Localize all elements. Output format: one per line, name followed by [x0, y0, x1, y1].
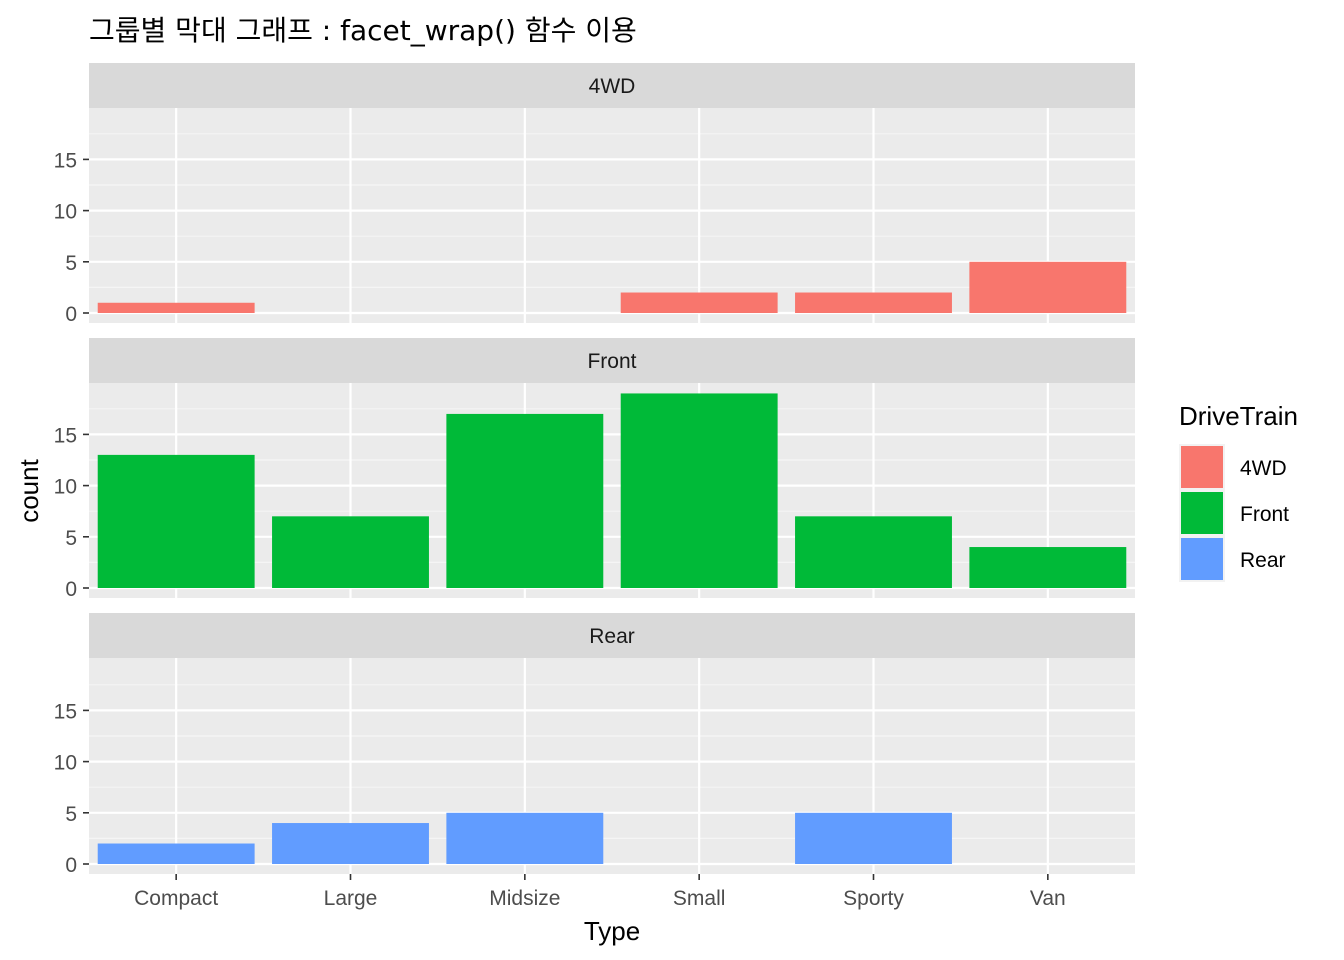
- x-axis-title: Type: [584, 916, 640, 946]
- bar-front-large: [272, 516, 429, 588]
- y-tick-label: 10: [54, 476, 77, 499]
- panel-background: [89, 658, 1135, 874]
- legend-label-front: Front: [1240, 503, 1289, 526]
- y-tick-label: 15: [54, 424, 77, 447]
- facet-panel-4wd: 4WD 0 5 10 15: [54, 63, 1135, 326]
- facet-strip: [89, 613, 1135, 658]
- y-tick-label: 0: [65, 854, 77, 877]
- y-tick-label: 10: [54, 752, 77, 775]
- y-tick-label: 0: [65, 578, 77, 601]
- bar-4wd-small: [620, 292, 778, 313]
- facet-panel-rear: Rear 0 5 10 15: [54, 613, 1135, 877]
- x-tick-label: Sporty: [843, 887, 904, 910]
- y-tick-label: 5: [65, 527, 77, 550]
- legend-key-rear: [1181, 538, 1223, 580]
- legend-key-4wd: [1181, 446, 1223, 488]
- facet-strip-label: Front: [587, 350, 636, 373]
- facet-strip-label: 4WD: [589, 75, 636, 98]
- bar-front-small: [620, 393, 778, 588]
- x-axis: Compact Large Midsize Small Sporty Van: [134, 874, 1066, 910]
- legend-label-rear: Rear: [1240, 549, 1286, 572]
- bar-rear-large: [272, 823, 429, 864]
- y-tick-label: 0: [65, 303, 77, 326]
- bar-rear-compact: [97, 843, 255, 864]
- legend-title: DriveTrain: [1179, 401, 1298, 431]
- y-tick-label: 10: [54, 201, 77, 224]
- y-tick-label: 15: [54, 149, 77, 172]
- x-tick-label: Small: [673, 887, 726, 910]
- x-tick-label: Compact: [134, 887, 218, 910]
- y-axis-title: count: [14, 458, 44, 522]
- bar-front-sporty: [795, 516, 952, 588]
- bar-front-midsize: [446, 413, 604, 588]
- facet-panel-front: Front 0 5 10 15: [54, 338, 1135, 601]
- bar-4wd-van: [969, 261, 1127, 313]
- facet-panels: 4WD 0 5 10 15 Front 0 5 10 15 Rear 0 5 10 15: [54, 63, 1135, 877]
- bar-rear-midsize: [446, 812, 604, 864]
- bar-4wd-sporty: [795, 292, 952, 313]
- legend-key-front: [1181, 492, 1223, 534]
- facet-strip: [89, 63, 1135, 108]
- facet-strip: [89, 338, 1135, 383]
- x-tick-label: Midsize: [489, 887, 560, 910]
- bar-front-van: [969, 547, 1127, 588]
- y-tick-label: 15: [54, 700, 77, 723]
- x-tick-label: Large: [324, 887, 378, 910]
- bar-rear-sporty: [795, 812, 952, 864]
- bar-front-compact: [97, 454, 255, 588]
- legend-label-4wd: 4WD: [1240, 457, 1287, 480]
- y-tick-label: 5: [65, 252, 77, 275]
- y-tick-label: 5: [65, 803, 77, 826]
- bar-4wd-compact: [97, 302, 255, 313]
- facet-strip-label: Rear: [589, 625, 635, 648]
- legend: DriveTrain 4WD Front Rear: [1179, 401, 1298, 582]
- chart-title: 그룹별 막대 그래프 : facet_wrap() 함수 이용: [89, 14, 637, 47]
- x-tick-label: Van: [1030, 887, 1066, 910]
